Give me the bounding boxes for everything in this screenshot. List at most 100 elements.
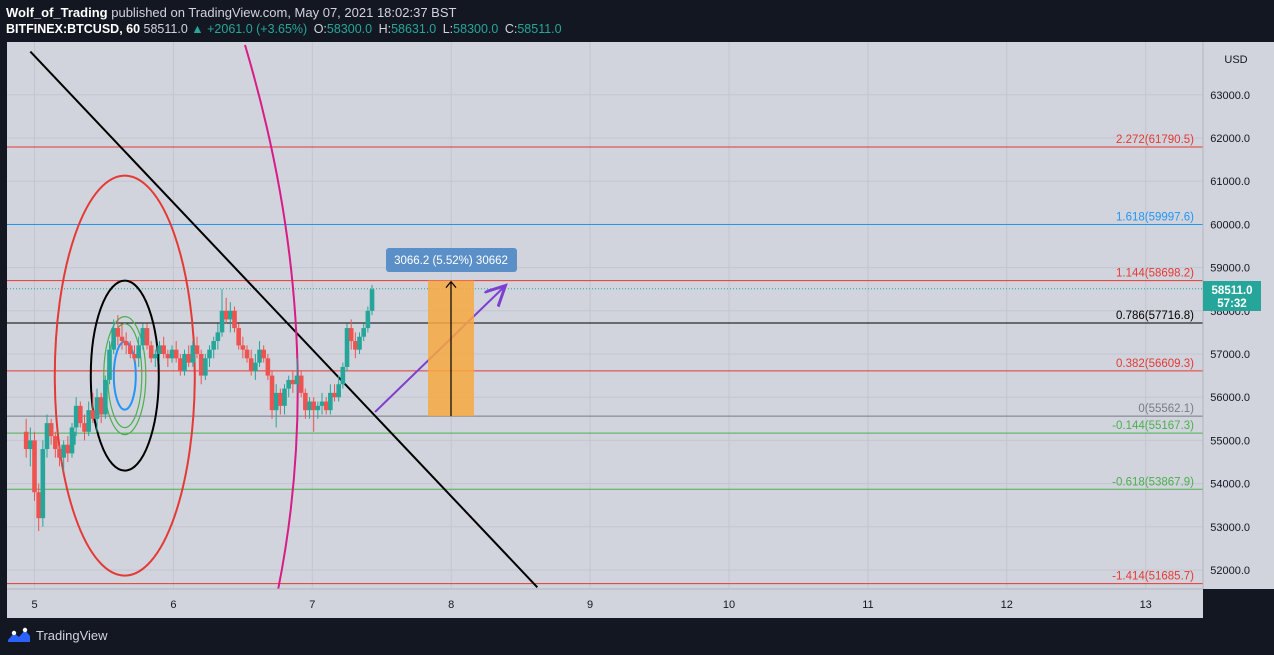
candle-body (107, 349, 112, 380)
candle-body (132, 354, 137, 359)
y-tick-label: 53000.0 (1210, 522, 1250, 534)
candle-body (40, 449, 46, 519)
candle-body (298, 375, 304, 393)
candle-body (361, 328, 366, 337)
x-tick-label: 10 (723, 599, 735, 611)
candle-body (323, 401, 329, 411)
candle-body (328, 392, 333, 411)
candle-body (169, 349, 175, 359)
low-value: 58300.0 (453, 22, 499, 36)
candle-body (128, 345, 133, 354)
candle-body (232, 310, 237, 329)
candle-body (269, 375, 275, 411)
candle-body (332, 392, 337, 398)
time-axis-ticks: 5 6 7 8 9 10 11 12 13 (31, 599, 1151, 611)
candle-body (194, 345, 200, 354)
last-price: 58511.0 (143, 22, 188, 36)
x-tick-label: 11 (862, 599, 873, 611)
candle-body (365, 310, 371, 329)
price-axis[interactable] (1203, 42, 1274, 589)
candle-body (161, 345, 166, 354)
y-tick-label: 52000.0 (1210, 565, 1250, 577)
x-tick-label: 12 (1001, 599, 1013, 611)
fib-label: -0.144(55167.3) (1112, 420, 1194, 432)
measure-tool: 3066.2 (5.52%) 30662 (386, 248, 517, 417)
fib-circle-outer (53, 174, 196, 577)
candle-body (215, 332, 221, 342)
close-value: 58511.0 (517, 22, 562, 36)
candle-body (157, 345, 162, 354)
candle-body (348, 328, 354, 342)
currency-label: USD (1224, 54, 1247, 66)
close-label: C: (504, 22, 518, 36)
plot-area[interactable] (7, 42, 1203, 589)
candle-body (303, 392, 308, 411)
x-tick-label: 7 (309, 599, 315, 611)
candle-body (57, 449, 62, 458)
high-value: 58631.0 (391, 22, 437, 36)
candles (23, 284, 375, 532)
candle-body (336, 384, 341, 398)
candle-body (115, 328, 121, 337)
candle-body (136, 345, 141, 359)
trend-line (29, 50, 539, 588)
candle-body (261, 349, 266, 359)
candle-body (48, 423, 54, 437)
candle-body (353, 341, 358, 350)
candle-body (82, 423, 87, 432)
time-axis[interactable] (7, 589, 1203, 618)
candle-body (286, 379, 291, 389)
candle-body (244, 349, 250, 359)
fib-label: 0.382(56609.3) (1116, 358, 1194, 370)
candle-body (219, 310, 225, 333)
author-name[interactable]: Wolf_of_Trading (6, 5, 108, 20)
tradingview-logo[interactable]: TradingView (7, 627, 108, 643)
y-tick-label: 57000.0 (1210, 349, 1250, 361)
candle-body (148, 345, 154, 359)
candle-body (198, 354, 204, 376)
x-tick-label: 8 (448, 599, 454, 611)
candle-body (28, 440, 33, 450)
publish-date: published on TradingView.com, May 07, 20… (111, 5, 457, 20)
candle-body (23, 431, 29, 450)
candle-body (73, 405, 79, 428)
candle-body (357, 336, 362, 350)
fib-circle-black (89, 279, 160, 472)
candle-body (228, 310, 233, 320)
fib-label: -1.414(51685.7) (1112, 571, 1194, 583)
candle-body (257, 349, 262, 363)
candle-body (344, 328, 350, 367)
measure-label: 3066.2 (5.52%) 30662 (394, 255, 508, 267)
candle-body (311, 401, 316, 411)
candle-body (236, 328, 241, 346)
range-arrowhead (445, 280, 457, 289)
fib-label: 2.272(61790.5) (1116, 134, 1194, 146)
candle-body (173, 349, 179, 359)
candle-body (278, 392, 283, 406)
candle-body (65, 444, 71, 454)
last-price-tag: 58511.0 57:32 (1203, 281, 1261, 311)
candle-body (307, 401, 312, 411)
candle-body (203, 358, 208, 376)
candle-body (123, 341, 129, 346)
candle-body (282, 388, 287, 406)
y-tick-label: 55000.0 (1210, 435, 1250, 447)
x-tick-label: 6 (170, 599, 176, 611)
last-price-value: 58511.0 (1212, 285, 1253, 297)
x-tick-label: 5 (31, 599, 37, 611)
open-label: O: (313, 22, 327, 36)
candle-body (78, 405, 83, 424)
tradingview-cloud-icon (8, 627, 30, 642)
fib-label: 0.786(57716.8) (1116, 310, 1194, 322)
x-tick-label: 9 (587, 599, 593, 611)
candle-body (69, 427, 75, 454)
candle-body (165, 354, 171, 359)
candle-body (32, 440, 37, 493)
candle-body (186, 354, 191, 363)
candle-body (140, 328, 146, 346)
candle-body (294, 375, 300, 385)
symbol-label[interactable]: BITFINEX:BTCUSD, 60 (6, 22, 141, 36)
candle-body (315, 405, 321, 411)
candle-body (265, 358, 271, 376)
